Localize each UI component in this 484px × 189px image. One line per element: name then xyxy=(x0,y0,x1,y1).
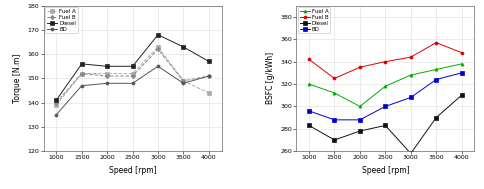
Line: Diesel: Diesel xyxy=(55,33,211,102)
Fuel A xyxy=(181,80,186,82)
Fuel B xyxy=(79,72,85,75)
BD xyxy=(155,65,161,67)
Fuel A xyxy=(79,72,85,75)
Diesel xyxy=(408,152,414,155)
X-axis label: Speed [rpm]: Speed [rpm] xyxy=(109,166,156,175)
BD xyxy=(53,114,59,116)
Diesel xyxy=(104,65,110,67)
Fuel A xyxy=(408,74,414,76)
Fuel B xyxy=(433,41,439,44)
Fuel A xyxy=(332,92,337,94)
Fuel A xyxy=(155,46,161,48)
Fuel B xyxy=(53,101,59,104)
Diesel xyxy=(459,94,465,96)
Fuel B xyxy=(104,75,110,77)
Fuel B xyxy=(332,77,337,80)
Fuel A xyxy=(433,68,439,71)
Diesel xyxy=(357,130,363,132)
Line: BD: BD xyxy=(55,65,211,116)
BD xyxy=(357,119,363,121)
Y-axis label: Torque [N.m]: Torque [N.m] xyxy=(13,54,22,103)
Fuel A xyxy=(206,92,212,94)
Fuel B xyxy=(408,56,414,58)
BD xyxy=(206,75,212,77)
Fuel A xyxy=(382,85,388,87)
BD xyxy=(181,82,186,84)
Fuel B xyxy=(206,75,212,77)
BD xyxy=(104,82,110,84)
BD xyxy=(459,72,465,74)
Fuel B xyxy=(382,60,388,63)
Y-axis label: BSFC [g/kWh]: BSFC [g/kWh] xyxy=(266,52,275,105)
Diesel xyxy=(130,65,136,67)
Diesel xyxy=(306,124,312,127)
BD xyxy=(79,85,85,87)
BD xyxy=(408,96,414,99)
Fuel B xyxy=(130,75,136,77)
X-axis label: Speed [rpm]: Speed [rpm] xyxy=(362,166,409,175)
Fuel A xyxy=(104,72,110,75)
Fuel B xyxy=(181,80,186,82)
Fuel A xyxy=(357,105,363,108)
Legend: Fuel A, Fuel B, Diesel, BD: Fuel A, Fuel B, Diesel, BD xyxy=(298,7,331,33)
Diesel xyxy=(79,63,85,65)
Line: Fuel B: Fuel B xyxy=(307,41,463,80)
Diesel xyxy=(181,46,186,48)
Fuel A xyxy=(53,104,59,106)
Fuel B xyxy=(459,52,465,54)
Diesel xyxy=(53,99,59,101)
BD xyxy=(306,110,312,112)
Fuel A xyxy=(130,72,136,75)
Diesel xyxy=(382,124,388,127)
Line: Diesel: Diesel xyxy=(307,94,463,155)
Fuel B xyxy=(306,58,312,60)
Diesel xyxy=(332,139,337,141)
Fuel A xyxy=(306,83,312,85)
Diesel xyxy=(155,34,161,36)
BD xyxy=(382,105,388,108)
Diesel xyxy=(206,60,212,63)
Line: Fuel A: Fuel A xyxy=(307,62,463,108)
Fuel B xyxy=(155,48,161,50)
BD xyxy=(433,78,439,81)
Legend: Fuel A, Fuel B, Diesel, BD: Fuel A, Fuel B, Diesel, BD xyxy=(45,7,77,33)
Diesel xyxy=(433,116,439,119)
Line: BD: BD xyxy=(307,71,463,121)
Fuel B xyxy=(357,66,363,68)
BD xyxy=(332,119,337,121)
Line: Fuel B: Fuel B xyxy=(55,48,211,104)
Fuel A xyxy=(459,63,465,65)
Line: Fuel A: Fuel A xyxy=(55,45,211,107)
BD xyxy=(130,82,136,84)
